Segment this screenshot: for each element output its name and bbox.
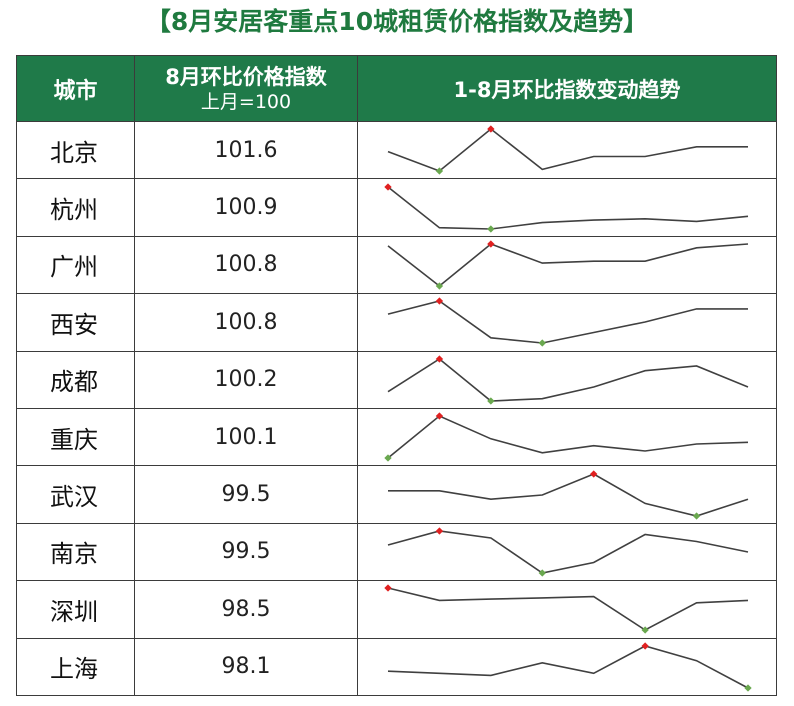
- sparkline-cell: [357, 522, 777, 582]
- city-cell: 武汉: [16, 465, 135, 524]
- sparkline-series: [387, 300, 748, 345]
- sparkline-series: [387, 530, 749, 574]
- sparkline-cell: [357, 350, 777, 409]
- sparkline-series: [387, 185, 749, 230]
- sparkline-cell: [357, 235, 777, 295]
- index-cell: 99.5: [134, 522, 358, 582]
- index-cell: 98.5: [134, 580, 358, 639]
- table-row: 西安 100.8: [16, 293, 777, 352]
- table-row: 成都 100.2: [16, 350, 777, 409]
- city-cell: 成都: [16, 350, 135, 409]
- sparkline-min-marker: [538, 339, 546, 348]
- sparkline-max-marker: [384, 584, 392, 592]
- sparkline-series: [387, 415, 749, 459]
- sparkline-cell: [357, 120, 777, 180]
- sparkline-series: [387, 243, 749, 287]
- index-cell: 100.8: [134, 235, 358, 295]
- rental-index-table: 城市 8月环比价格指数 上月=100 1-8月环比指数变动趋势 北京 101.6 杭…: [16, 55, 777, 696]
- page-title: 【8月安居客重点10城租赁价格指数及趋势】: [145, 7, 649, 36]
- index-cell: 100.1: [134, 407, 358, 467]
- sparkline-series: [388, 472, 749, 517]
- index-cell: 100.9: [134, 178, 358, 237]
- city-cell: 西安: [16, 293, 135, 352]
- table-row: 深圳 98.5: [16, 580, 777, 639]
- sparkline-chart: [384, 584, 749, 634]
- index-cell: 98.1: [134, 637, 358, 696]
- sparkline-series: [387, 128, 748, 173]
- table-row: 武汉 99.5: [16, 465, 777, 524]
- sparkline-series: [387, 644, 749, 689]
- table-row: 南京 99.5: [16, 522, 777, 582]
- sparkline-min-marker: [692, 511, 701, 520]
- sparkline-min-marker: [487, 397, 495, 405]
- city-cell: 广州: [16, 235, 135, 295]
- table-row: 重庆 100.1: [16, 407, 777, 467]
- sparkline-chart: [387, 240, 749, 290]
- city-cell: 南京: [16, 522, 135, 582]
- table-row: 上海 98.1: [16, 637, 777, 696]
- index-cell: 100.2: [134, 350, 358, 409]
- sparkline-chart: [387, 642, 752, 692]
- sparkline-cell: [357, 580, 777, 639]
- index-cell: 100.8: [134, 293, 358, 352]
- sparkline-max-marker: [384, 182, 392, 191]
- header-city: 城市: [16, 55, 135, 122]
- city-cell: 深圳: [16, 580, 135, 639]
- city-cell: 杭州: [16, 178, 135, 237]
- sparkline-chart: [384, 412, 749, 462]
- sparkline-chart: [384, 182, 749, 233]
- sparkline-cell: [357, 178, 777, 237]
- header-index-sub: 上月=100: [200, 90, 292, 113]
- sparkline-cell: [357, 465, 777, 524]
- sparkline-cell: [357, 293, 777, 352]
- sparkline-max-marker: [435, 527, 444, 535]
- header-index: 8月环比价格指数 上月=100: [134, 55, 358, 122]
- sparkline-min-marker: [487, 224, 495, 233]
- index-cell: 99.5: [134, 465, 358, 524]
- sparkline-series: [387, 357, 749, 402]
- sparkline-chart: [387, 297, 748, 348]
- sparkline-min-marker: [744, 684, 752, 692]
- table-header-row: 城市 8月环比价格指数 上月=100 1-8月环比指数变动趋势: [16, 55, 777, 122]
- sparkline-max-marker: [590, 469, 598, 478]
- sparkline-cell: [357, 637, 777, 696]
- sparkline-series: [387, 587, 749, 632]
- sparkline-chart: [387, 125, 748, 175]
- city-cell: 重庆: [16, 407, 135, 467]
- city-cell: 北京: [16, 120, 135, 180]
- table-row: 杭州 100.9: [16, 178, 777, 237]
- index-cell: 101.6: [134, 120, 358, 180]
- table-row: 北京 101.6: [16, 120, 777, 180]
- sparkline-min-marker: [384, 454, 392, 462]
- sparkline-chart: [387, 355, 749, 405]
- sparkline-chart: [388, 469, 749, 520]
- sparkline-cell: [357, 407, 777, 467]
- header-trend: 1-8月环比指数变动趋势: [357, 55, 777, 122]
- city-cell: 上海: [16, 637, 135, 696]
- sparkline-chart: [387, 527, 749, 577]
- header-index-main: 8月环比价格指数: [165, 64, 327, 89]
- table-row: 广州 100.8: [16, 235, 777, 295]
- sparkline-max-marker: [641, 642, 649, 650]
